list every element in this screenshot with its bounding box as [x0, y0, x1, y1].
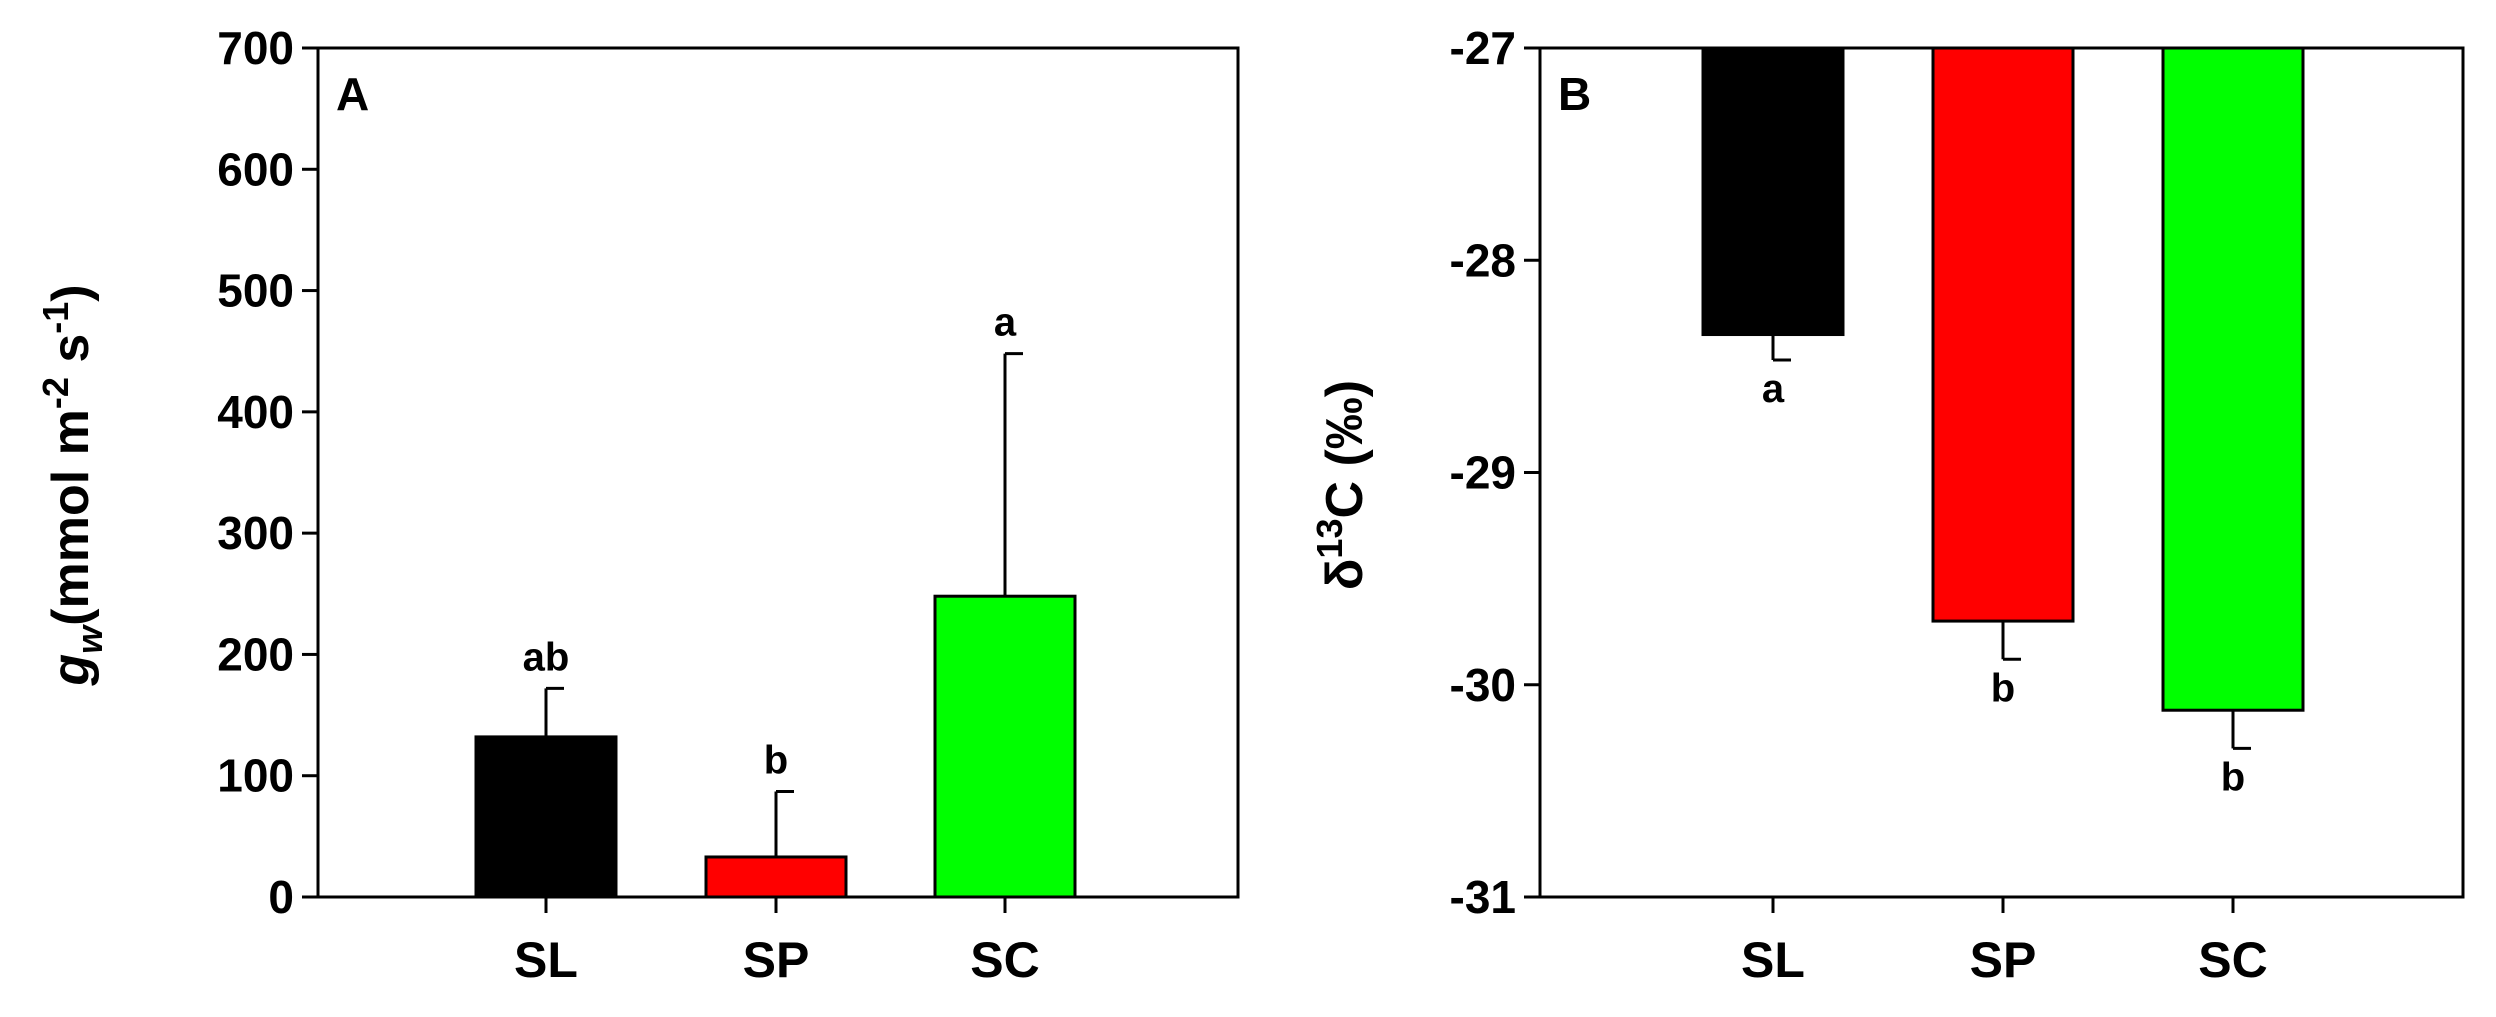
panel-a-y-tick-label: 100	[217, 750, 294, 802]
panel-b-significance-letter: a	[1762, 367, 1785, 411]
panel-a-y-tick-label: 600	[217, 143, 294, 195]
panel-a-bar-sc	[933, 594, 1077, 899]
panel-b-y-label-pre: δ	[1316, 559, 1374, 591]
panel-b-panel-label: B	[1558, 68, 1591, 120]
panel-a-panel-label: A	[336, 68, 369, 120]
panel-a-bar-sp	[704, 855, 848, 899]
panel-b-y-tick-label: -30	[1450, 659, 1516, 711]
panel-b-y-axis-label: δ13C (‰)	[1309, 380, 1374, 590]
panel-a-significance-letter: b	[764, 738, 788, 782]
svg-text:gw(mmol m-2 s-1): gw(mmol m-2 s-1)	[35, 284, 110, 686]
panel-a-category-label: SP	[743, 932, 810, 988]
panel-a-category-label: SC	[970, 932, 1039, 988]
panel-a-y-label-symbol: g	[42, 654, 100, 687]
panel-b-bar-sp	[1931, 46, 2075, 623]
panel-a-chart: gw(mmol m-2 s-1) 0 100 200 300 400 500 600 700 S…	[35, 22, 1240, 988]
panel-b-significance-letter: b	[1991, 666, 2015, 710]
panel-a-significance-letter: ab	[523, 635, 570, 679]
panel-b-chart: δ13C (‰) -31 -30 -29 -28 -27 SL a SP b SC b B	[1309, 22, 2465, 988]
panel-a-category-label: SL	[514, 932, 578, 988]
panel-a-y-tick-label: 200	[217, 628, 294, 680]
panel-a-bar-sl	[474, 735, 618, 899]
panel-b-category-label: SC	[2198, 932, 2267, 988]
panel-a-y-tick-label: 700	[217, 22, 294, 74]
panel-b-category-label: SL	[1741, 932, 1805, 988]
panel-a-y-tick-label: 300	[217, 507, 294, 559]
panel-a-significance-letter: a	[994, 301, 1017, 345]
panel-a-y-tick-label: 500	[217, 265, 294, 317]
panel-a-y-label-mid: s	[42, 334, 100, 377]
panel-b-significance-letter: b	[2221, 755, 2245, 799]
panel-a-y-label-post: )	[42, 284, 100, 301]
panel-b-y-tick-label: -27	[1450, 22, 1516, 74]
svg-text:δ13C (‰): δ13C (‰)	[1309, 380, 1374, 590]
panel-b-y-label-post: C (‰)	[1316, 380, 1374, 519]
panel-a-y-tick-label: 400	[217, 386, 294, 438]
panel-a-y-axis-label: gw(mmol m-2 s-1)	[35, 284, 110, 686]
panel-a-y-label-sup1: -2	[35, 377, 76, 409]
panel-a-y-label-pre: (mmol m	[42, 409, 100, 626]
panel-b-category-label: SP	[1970, 932, 2037, 988]
panel-b-bar-sc	[2161, 46, 2305, 712]
panel-a-y-label-sup2: -1	[35, 302, 76, 334]
panel-b-bar-sl	[1701, 46, 1845, 337]
panel-b-y-tick-label: -28	[1450, 234, 1516, 286]
panel-b-y-label-sup: 13	[1309, 519, 1350, 559]
panel-b-y-tick-label: -29	[1450, 447, 1516, 499]
panel-a-y-label-subscript: w	[69, 624, 110, 654]
panel-a-y-tick-label: 0	[268, 871, 294, 923]
panel-b-y-tick-label: -31	[1450, 871, 1516, 923]
